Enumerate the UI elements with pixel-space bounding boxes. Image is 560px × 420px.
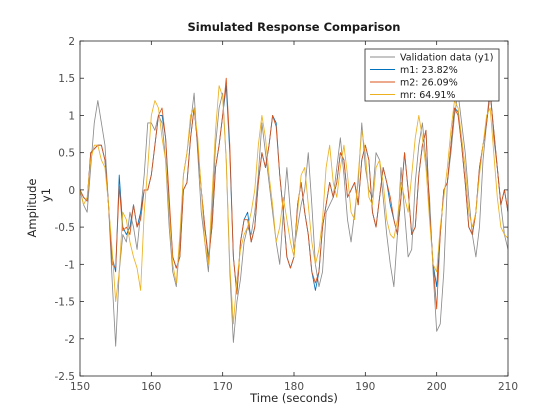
legend-label-3: mr: 64.91% [400, 90, 455, 101]
x-tick-label: 200 [427, 381, 447, 393]
chart-title: Simulated Response Comparison [188, 20, 401, 34]
series-line-0 [80, 85, 508, 347]
legend-label-1: m1: 23.82% [400, 65, 458, 76]
x-tick-label: 190 [355, 381, 375, 393]
axes-box [79, 40, 509, 377]
series-line-3 [80, 85, 508, 325]
y-tick-label: -2 [65, 334, 75, 346]
y-tick-label: -1.5 [55, 297, 76, 309]
legend-box [364, 48, 500, 102]
x-tick-label: 210 [498, 381, 518, 393]
legend: Validation data (y1)m1: 23.82% m2: 26.09%… [364, 48, 500, 102]
y-tick-label: -1 [65, 259, 75, 271]
y-axis-label: Amplitude [25, 179, 39, 238]
y-tick-label: 0.5 [58, 148, 75, 160]
x-tick-label: 160 [141, 381, 161, 393]
y-tick-label: -2.5 [55, 371, 76, 383]
y-tick-label: 2 [68, 36, 75, 48]
series-lines [80, 77, 508, 347]
legend-label-0: Validation data (y1) [400, 53, 493, 64]
legend-label-2: m2: 26.09% [400, 78, 458, 89]
y-tick-label: 1.5 [58, 73, 75, 85]
y-tick-label: 1 [68, 110, 75, 122]
axis-ticks: 150 160 170 180 190 200 210 -2.5 -2 -1.5 -1 -0.5 0 0.… [55, 36, 519, 393]
x-tick-label: 150 [70, 381, 90, 393]
y-channel-label: y1 [39, 188, 53, 202]
y-tick-label: 0 [68, 185, 75, 197]
x-tick-label: 170 [213, 381, 233, 393]
y-tick-label: -0.5 [55, 222, 76, 234]
x-tick-label: 180 [284, 381, 304, 393]
x-axis-label: Time (seconds) [249, 391, 338, 405]
